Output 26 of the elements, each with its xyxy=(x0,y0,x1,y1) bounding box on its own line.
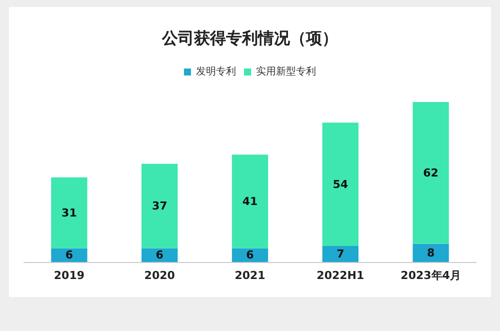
data-label: 8 xyxy=(426,246,435,260)
data-label: 7 xyxy=(336,248,344,260)
bar xyxy=(232,154,268,248)
bar xyxy=(412,244,449,262)
bar xyxy=(51,177,88,248)
x-tick-label: 2023年4月 xyxy=(400,269,461,282)
data-label: 6 xyxy=(246,248,254,262)
data-label: 37 xyxy=(152,200,168,212)
bar xyxy=(51,248,88,262)
data-label: 62 xyxy=(423,166,438,180)
data-label: 6 xyxy=(65,248,74,262)
data-label: 31 xyxy=(62,206,77,220)
data-label: 54 xyxy=(332,178,348,191)
legend-label: 实用新型专利 xyxy=(256,66,316,78)
x-tick-label: 2019 xyxy=(54,269,85,282)
x-tick-label: 2020 xyxy=(144,269,176,282)
data-label: 41 xyxy=(242,194,258,208)
bar xyxy=(412,102,449,244)
data-label: 6 xyxy=(156,248,164,262)
bar xyxy=(322,246,358,262)
bar xyxy=(322,122,358,246)
x-tick-label: 2021 xyxy=(234,269,266,282)
x-tick-label: 2022H1 xyxy=(316,269,364,282)
chart-title: 公司获得专利情况（项） xyxy=(161,28,338,48)
bar xyxy=(142,164,178,248)
legend-label: 发明专利 xyxy=(196,66,236,78)
